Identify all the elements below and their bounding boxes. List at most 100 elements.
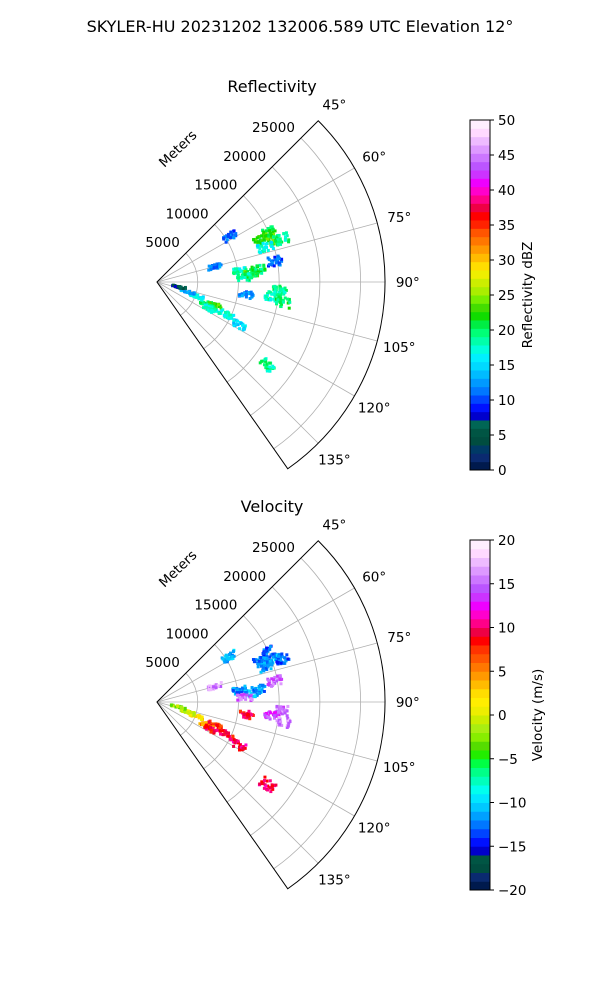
range-ring xyxy=(226,615,280,803)
colorbar-segment xyxy=(470,732,490,742)
colorbar-segment xyxy=(470,645,490,655)
colorbar-segment xyxy=(470,461,490,471)
colorbar-segment xyxy=(470,411,490,421)
azimuth-tick-label: 60° xyxy=(362,150,386,166)
azimuth-gridline xyxy=(156,222,378,283)
echo-cell xyxy=(275,715,292,729)
colorbar-segment xyxy=(470,723,490,733)
echo-cell xyxy=(261,644,277,660)
echo-cell xyxy=(255,240,275,255)
azimuth-tick-label: 90° xyxy=(396,695,420,711)
range-tick-label: 20000 xyxy=(223,569,266,585)
range-tick-label: 15000 xyxy=(194,178,237,194)
colorbar-tick-label: −15 xyxy=(498,839,527,855)
colorbar: 0 5 10 15 20 25 30 35 40 45 50 xyxy=(469,113,515,479)
colorbar-segment xyxy=(470,278,490,288)
range-ring xyxy=(180,252,199,316)
colorbar-label: Reflectivity dBZ xyxy=(520,242,536,349)
colorbar-segment xyxy=(470,881,490,891)
azimuth-gridline xyxy=(156,642,378,703)
colorbar-segment xyxy=(470,311,490,321)
echo-cell xyxy=(266,674,284,688)
colorbar-segment xyxy=(470,178,490,188)
echo-cell xyxy=(220,648,236,664)
colorbar-segment xyxy=(470,295,490,304)
colorbar-segment xyxy=(470,575,490,585)
echo-cell xyxy=(236,272,254,283)
colorbar-segment xyxy=(470,548,490,558)
colorbar-segment xyxy=(470,245,490,254)
echo-cell xyxy=(222,229,238,244)
azimuth-gridline xyxy=(156,587,355,703)
colorbar-segment xyxy=(470,203,490,213)
azimuth-tick-label: 90° xyxy=(396,275,420,291)
echo-cell xyxy=(256,660,274,674)
azimuth-tick-label: 60° xyxy=(362,570,386,586)
colorbar-segment xyxy=(470,540,490,550)
echo-cell xyxy=(258,357,276,373)
colorbar-tick-label: 30 xyxy=(498,253,515,269)
colorbar-segment xyxy=(470,837,490,847)
velocity-panel: Velocity Meters 5000 10000 15000 20000 25000… xyxy=(145,497,546,899)
azimuth-tick-label: 120° xyxy=(358,820,391,836)
echo-cell xyxy=(231,684,247,696)
colorbar-tick-label: 20 xyxy=(498,533,515,549)
azimuth-gridline xyxy=(156,701,355,817)
azimuth-tick-label: 45° xyxy=(322,98,346,114)
colorbar-segment xyxy=(470,445,490,454)
range-ring xyxy=(273,137,361,450)
colorbar-segment xyxy=(470,303,490,313)
colorbar-segment xyxy=(470,361,490,371)
colorbar-segment xyxy=(470,345,490,354)
colorbar-segment xyxy=(470,395,490,404)
echo-cell xyxy=(252,232,270,246)
azimuth-tick-label: 135° xyxy=(318,452,351,468)
colorbar-segment xyxy=(470,863,490,873)
range-tick-label: 20000 xyxy=(223,149,266,165)
polar-sector-plot: 5000 10000 15000 20000 25000 45° 60° 75° 90° 105°… xyxy=(145,98,420,470)
colorbar-tick-label: −20 xyxy=(498,883,527,899)
azimuth-tick-label: 45° xyxy=(322,518,346,534)
range-ring xyxy=(203,224,239,350)
range-tick-label: 5000 xyxy=(145,655,179,671)
colorbar-segment xyxy=(470,386,490,396)
colorbar-segment xyxy=(470,228,490,238)
panel-title: Reflectivity xyxy=(227,77,316,96)
colorbar-segment xyxy=(470,353,490,363)
range-axis-label: Meters xyxy=(156,547,200,591)
colorbar-tick-label: 45 xyxy=(498,148,515,164)
colorbar-segment xyxy=(470,697,490,707)
azimuth-tick-label: 105° xyxy=(383,340,416,356)
colorbar-segment xyxy=(470,855,490,865)
echo-cell xyxy=(250,683,267,695)
sector-outline xyxy=(156,540,386,890)
colorbar-segment xyxy=(470,320,490,329)
range-tick-label: 10000 xyxy=(166,626,209,642)
colorbar-tick-label: 10 xyxy=(498,393,515,409)
colorbar-segment xyxy=(470,195,490,204)
colorbar-segment xyxy=(470,811,490,821)
colorbar-segment xyxy=(470,186,490,196)
azimuth-tick-label: 120° xyxy=(358,400,391,416)
colorbar-segment xyxy=(470,378,490,388)
colorbar-tick-label: 40 xyxy=(498,183,515,199)
range-ring xyxy=(273,557,361,870)
colorbar-tick-label: −10 xyxy=(498,796,527,812)
colorbar-segment xyxy=(470,336,490,346)
echo-cell xyxy=(218,729,235,742)
echo-cell xyxy=(257,775,278,794)
echo-cell xyxy=(203,723,219,735)
colorbar-tick-label: 50 xyxy=(498,113,515,129)
range-ring xyxy=(180,672,199,736)
colorbar-tick-label: 0 xyxy=(498,463,507,479)
colorbar-segment xyxy=(470,785,490,795)
colorbar-segment xyxy=(470,261,490,271)
echo-cell xyxy=(201,303,219,314)
range-tick-label: 10000 xyxy=(166,206,209,222)
colorbar-segment xyxy=(470,627,490,637)
colorbar-tick-label: 5 xyxy=(498,664,507,680)
colorbar-segment xyxy=(470,767,490,777)
colorbar-segment xyxy=(470,715,490,725)
range-ring xyxy=(226,195,280,383)
